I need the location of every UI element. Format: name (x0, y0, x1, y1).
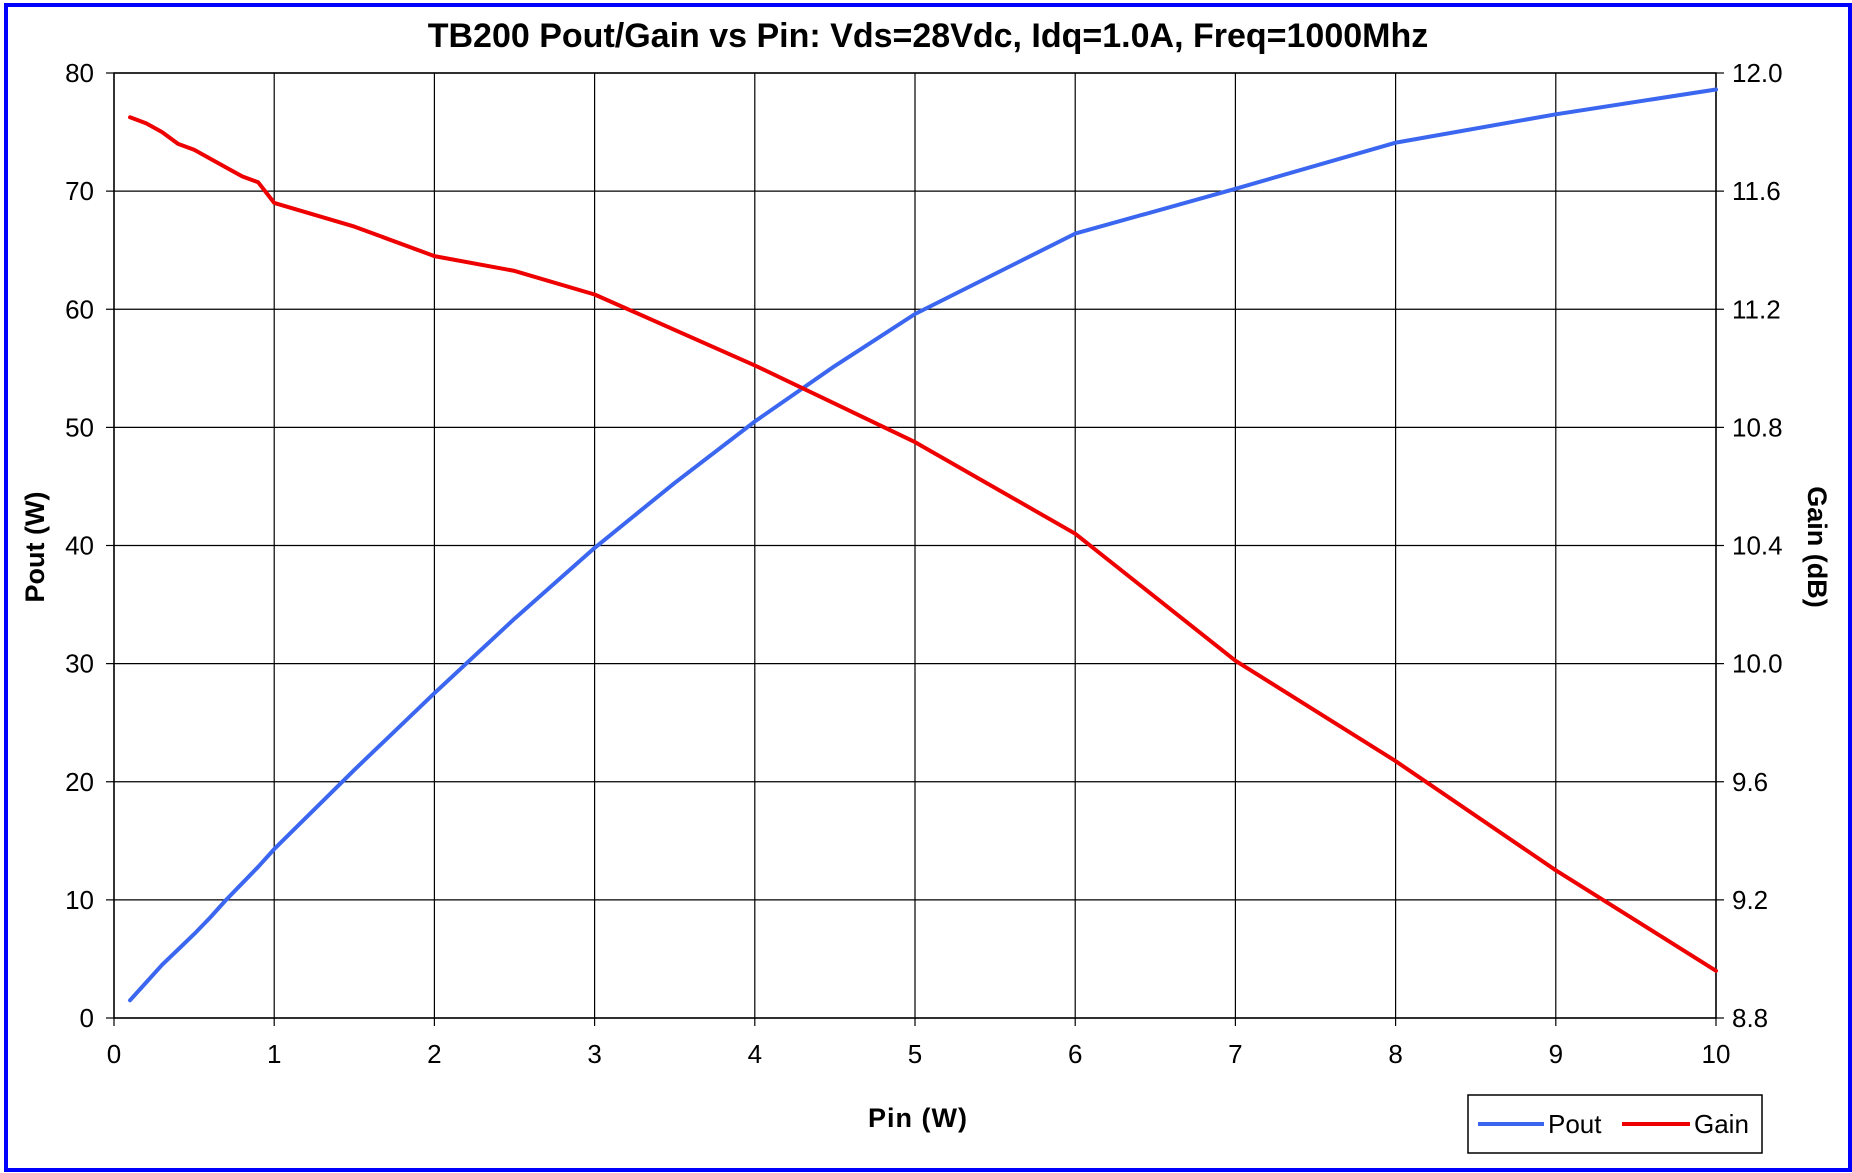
y2-tick-label: 10.8 (1732, 412, 1783, 442)
x-tick-label: 3 (587, 1039, 601, 1069)
x-tick-label: 10 (1702, 1039, 1731, 1069)
legend-gain-label: Gain (1694, 1109, 1749, 1139)
chart-frame: TB200 Pout/Gain vs Pin: Vds=28Vdc, Idq=1… (4, 3, 1852, 1172)
y2-tick-label: 10.0 (1732, 649, 1783, 679)
y2-tick-label: 10.4 (1732, 531, 1783, 561)
y2-tick-label: 9.2 (1732, 885, 1768, 915)
x-tick-label: 1 (267, 1039, 281, 1069)
pout-gain-chart: TB200 Pout/Gain vs Pin: Vds=28Vdc, Idq=1… (20, 17, 1832, 1154)
legend: Pout Gain (1467, 1094, 1763, 1154)
x-tick-label: 4 (748, 1039, 762, 1069)
axis-layer: 0 1 2 3 4 5 6 7 8 9 10 0 10 20 30 40 50 60 70 80 8.8 9.2 9.6 10… (65, 58, 1783, 1069)
y2-axis-label: Gain (dB) (1802, 486, 1832, 608)
y-tick-label: 80 (65, 58, 94, 88)
y2-tick-label: 11.2 (1732, 294, 1781, 324)
y-tick-label: 40 (65, 531, 94, 561)
y-tick-label: 60 (65, 294, 94, 324)
x-tick-label: 7 (1228, 1039, 1242, 1069)
plot-area (113, 72, 1717, 1019)
x-tick-label: 2 (427, 1039, 441, 1069)
y-tick-label: 50 (65, 412, 94, 442)
y2-tick-label: 12.0 (1732, 58, 1783, 88)
x-tick-label: 5 (908, 1039, 922, 1069)
legend-pout-label: Pout (1548, 1109, 1602, 1139)
y-axis-label: Pout (W) (20, 492, 50, 603)
chart-title: TB200 Pout/Gain vs Pin: Vds=28Vdc, Idq=1… (428, 17, 1429, 55)
y-tick-label: 0 (80, 1003, 94, 1033)
x-axis-label: Pin (W) (868, 1103, 968, 1133)
grid-layer (113, 72, 1717, 1019)
series-line-gain (128, 115, 1718, 973)
x-tick-label: 6 (1068, 1039, 1082, 1069)
y2-tick-label: 9.6 (1732, 767, 1768, 797)
y2-tick-label: 11.6 (1732, 176, 1781, 206)
y-tick-label: 30 (65, 649, 94, 679)
x-tick-label: 9 (1549, 1039, 1563, 1069)
y2-tick-label: 8.8 (1732, 1003, 1768, 1033)
x-tick-label: 0 (107, 1039, 121, 1069)
x-tick-label: 8 (1388, 1039, 1402, 1069)
y-tick-label: 70 (65, 176, 94, 206)
y-tick-label: 10 (65, 885, 94, 915)
series-line-pout (128, 87, 1718, 1003)
series-layer (128, 87, 1718, 1003)
y-tick-label: 20 (65, 767, 94, 797)
